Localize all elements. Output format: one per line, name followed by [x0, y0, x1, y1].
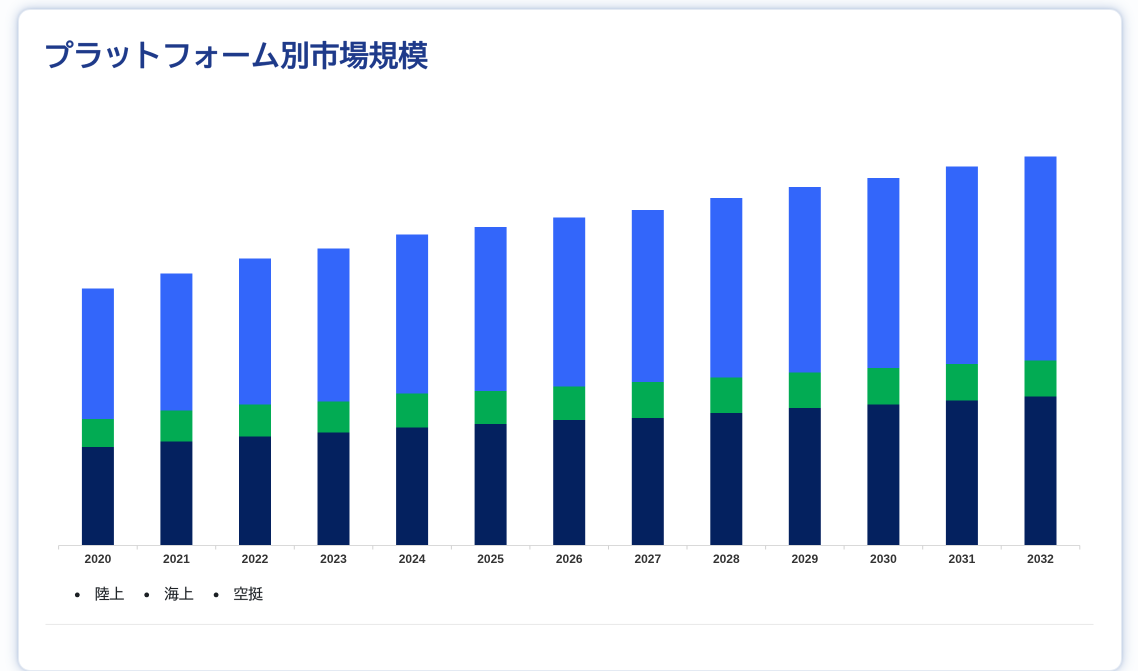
svg-text:2023: 2023: [320, 552, 347, 566]
svg-text:2025: 2025: [477, 552, 504, 566]
svg-text:2032: 2032: [1027, 552, 1054, 566]
svg-text:2029: 2029: [791, 552, 818, 566]
svg-text:2026: 2026: [556, 552, 583, 566]
svg-text:2024: 2024: [399, 552, 426, 566]
svg-text:2028: 2028: [713, 552, 740, 566]
svg-text:2031: 2031: [949, 552, 976, 566]
svg-text:2022: 2022: [242, 552, 269, 566]
svg-text:2027: 2027: [634, 552, 661, 566]
svg-text:2021: 2021: [163, 552, 190, 566]
svg-text:2030: 2030: [870, 552, 897, 566]
svg-text:2020: 2020: [85, 552, 112, 566]
